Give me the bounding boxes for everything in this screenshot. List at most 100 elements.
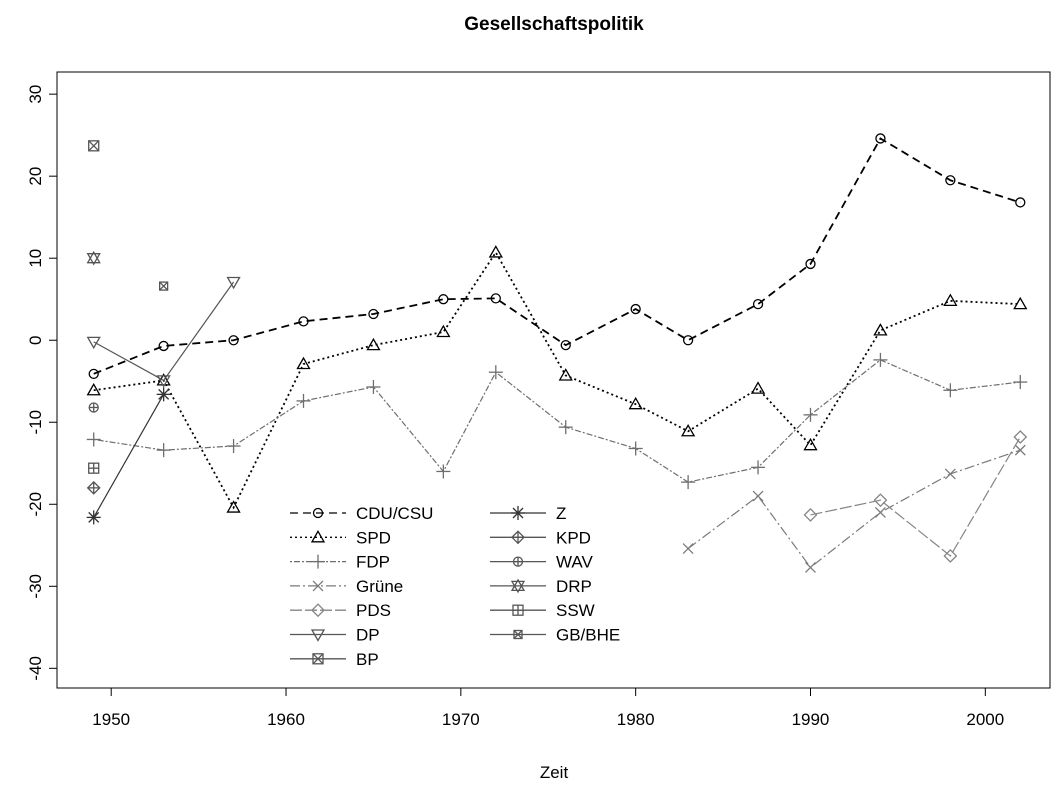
marker-part	[488, 245, 503, 258]
marker	[752, 490, 764, 502]
marker-part	[156, 375, 171, 388]
marker	[511, 530, 525, 545]
marker	[310, 529, 326, 543]
marker	[803, 407, 818, 422]
x-tick-label: 1980	[617, 710, 655, 729]
marker	[1013, 375, 1028, 390]
series-line	[810, 436, 1021, 557]
marker-part	[312, 580, 324, 592]
marker-part	[682, 335, 694, 346]
marker	[558, 420, 573, 435]
legend-label: CDU/CSU	[356, 504, 433, 523]
marker-part	[510, 580, 526, 594]
marker	[88, 140, 100, 152]
marker	[1013, 296, 1028, 310]
marker	[1013, 430, 1028, 444]
marker	[296, 393, 311, 408]
marker-part	[226, 276, 241, 290]
marker-part	[86, 253, 101, 266]
x-tick-label: 1950	[92, 710, 130, 729]
y-tick-label: -10	[26, 410, 45, 435]
series-line	[93, 394, 165, 518]
marker	[226, 500, 241, 513]
marker	[752, 298, 764, 310]
marker-part	[873, 323, 888, 336]
marker	[368, 308, 379, 320]
marker-part	[490, 293, 501, 304]
marker	[310, 629, 326, 642]
legend-label: DP	[356, 626, 380, 645]
marker	[438, 294, 449, 305]
marker	[875, 133, 886, 144]
marker-part	[803, 508, 818, 522]
marker	[88, 368, 99, 379]
marker	[944, 468, 956, 480]
marker-part	[805, 561, 816, 573]
y-tick-label: 30	[26, 85, 45, 104]
marker	[874, 507, 886, 518]
legend-label: BP	[356, 650, 379, 669]
marker-part	[156, 373, 171, 386]
marker	[312, 580, 324, 592]
marker	[158, 340, 169, 352]
marker	[680, 423, 696, 437]
marker	[488, 365, 503, 380]
marker-part	[298, 316, 309, 327]
marker-part	[944, 468, 956, 480]
series-line	[93, 281, 235, 382]
y-tick-label: 20	[26, 167, 45, 186]
marker-part	[943, 293, 958, 306]
marker-part	[680, 423, 696, 437]
marker	[945, 175, 956, 186]
marker-part	[628, 396, 643, 410]
y-tick-label: -20	[26, 492, 45, 517]
marker-part	[943, 549, 958, 563]
series-line	[687, 449, 1021, 569]
marker	[560, 339, 571, 351]
marker-part	[682, 543, 694, 555]
marker-part	[86, 250, 101, 264]
marker-part	[159, 281, 169, 291]
marker-part	[312, 653, 324, 665]
marker	[1015, 197, 1026, 208]
marker-part	[311, 603, 325, 618]
marker	[750, 381, 766, 394]
y-tick-label: 0	[26, 335, 45, 344]
x-tick-label: 1990	[792, 710, 830, 729]
marker	[803, 437, 818, 451]
marker	[628, 396, 643, 410]
marker-part	[296, 356, 311, 370]
marker	[512, 604, 524, 616]
marker-part	[513, 630, 523, 639]
marker-part	[510, 578, 526, 592]
marker-part	[1013, 430, 1028, 444]
marker	[228, 335, 239, 346]
marker-part	[310, 529, 326, 543]
marker	[86, 250, 101, 266]
marker	[366, 337, 381, 351]
marker	[943, 549, 958, 563]
marker	[751, 460, 766, 475]
marker	[158, 281, 169, 291]
series-line	[93, 359, 1021, 483]
marker	[436, 464, 451, 479]
marker-part	[874, 507, 886, 518]
marker	[805, 258, 816, 270]
legend-label: DRP	[556, 577, 592, 596]
marker	[630, 303, 641, 315]
marker-part	[312, 507, 324, 519]
marker-part	[228, 335, 239, 346]
series-line	[93, 250, 1021, 510]
marker	[510, 578, 526, 594]
marker-part	[1013, 296, 1028, 310]
marker-part	[873, 493, 888, 508]
legend-label: PDS	[356, 601, 391, 620]
marker	[86, 510, 101, 525]
marker	[312, 507, 324, 519]
marker	[628, 441, 643, 456]
marker-part	[86, 336, 101, 350]
marker-part	[945, 175, 956, 186]
marker	[682, 335, 694, 346]
chart-title: Gesellschaftspolitik	[464, 14, 644, 35]
